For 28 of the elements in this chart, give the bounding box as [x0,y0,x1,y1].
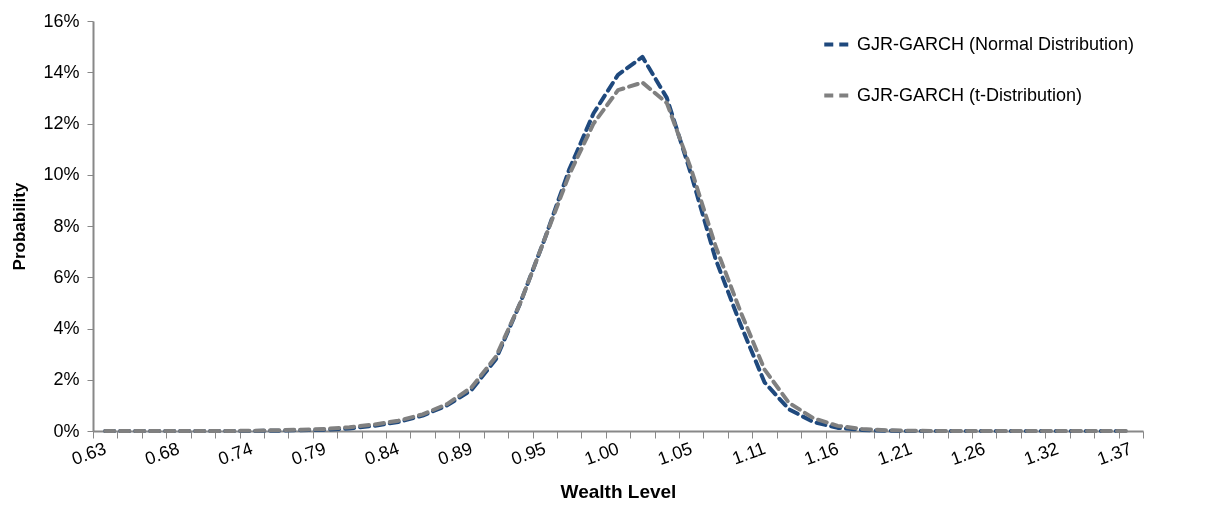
y-tick-label: 6% [53,266,80,287]
y-tick-label: 2% [53,369,80,390]
x-tick-label: 0.79 [288,438,329,469]
x-tick-label: 0.74 [215,438,256,469]
y-tick-label: 14% [43,61,80,82]
x-tick-label: 1.00 [581,438,622,469]
x-tick-label: 0.95 [508,438,549,469]
legend-label: GJR-GARCH (Normal Distribution) [857,33,1135,54]
x-tick-label: 1.05 [655,438,695,469]
y-tick-label: 0% [53,420,80,441]
x-tick-label: 1.11 [729,438,769,469]
x-tick-label: 1.26 [948,438,988,469]
y-axis-title: Probability [10,182,30,271]
x-tick-label: 0.89 [435,438,476,469]
x-tick-label: 0.63 [69,438,109,469]
x-tick-label: 1.16 [801,438,842,469]
y-tick-label: 16% [43,10,80,31]
legend-label: GJR-GARCH (t-Distribution) [857,84,1083,105]
x-tick-label: 0.68 [142,438,183,469]
y-tick-label: 4% [53,318,80,338]
y-tick-label: 8% [53,215,80,236]
x-tick-label: 1.21 [874,438,915,469]
x-tick-label: 0.84 [362,438,402,469]
y-tick-label: 12% [43,113,80,133]
x-tick-label: 1.32 [1021,438,1062,469]
y-tick-label: 10% [43,164,80,185]
x-axis-title: Wealth Level [560,480,677,502]
x-tick-label: 1.37 [1094,438,1135,469]
